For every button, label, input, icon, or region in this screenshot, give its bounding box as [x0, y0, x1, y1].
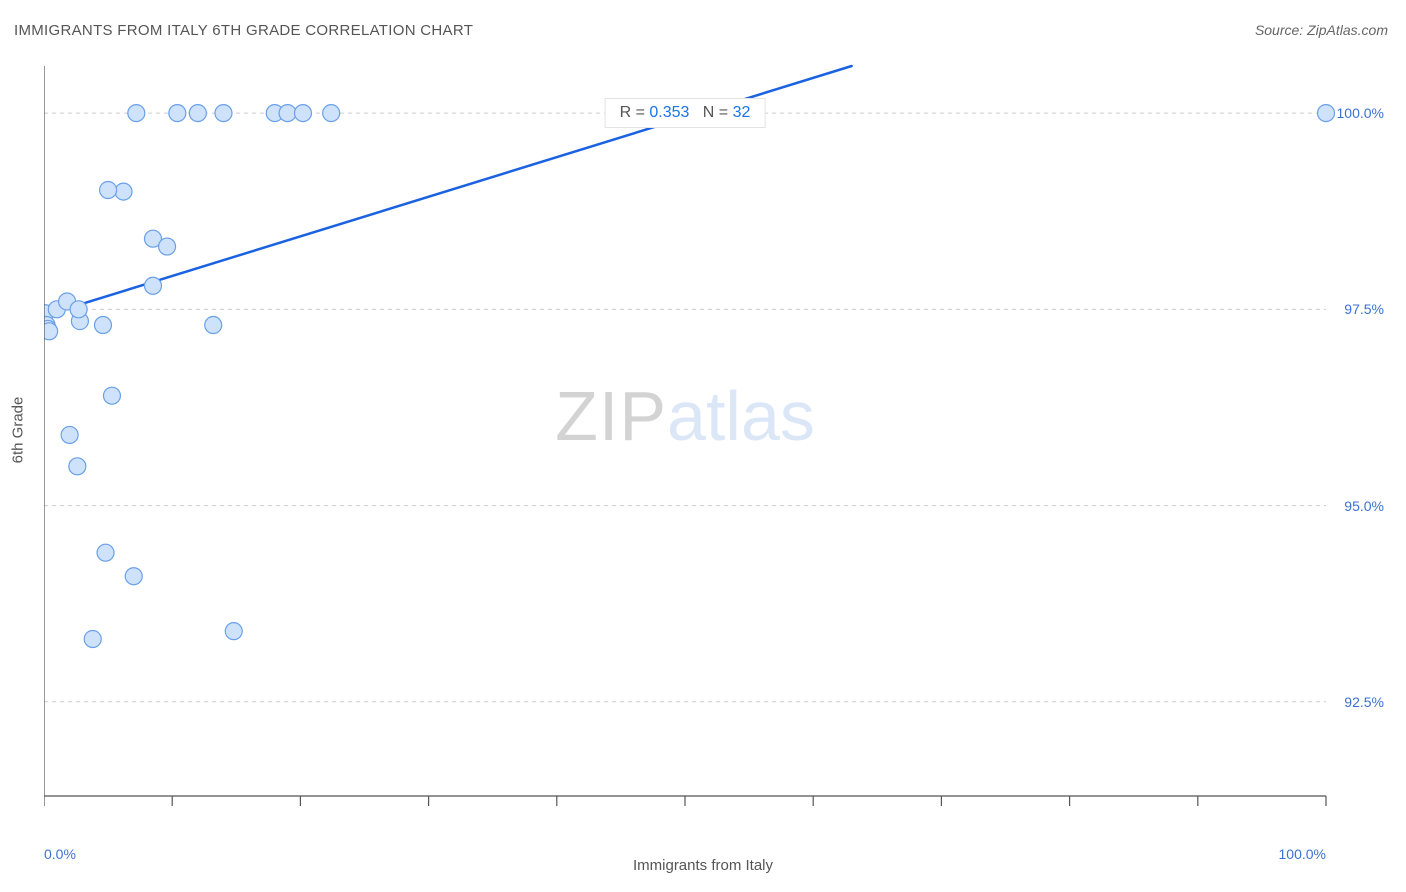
r-label: R =: [620, 104, 650, 121]
n-value: 32: [733, 104, 751, 121]
y-tick-label: 92.5%: [1344, 694, 1384, 710]
y-tick-label: 100.0%: [1337, 105, 1384, 121]
scatter-plot: [44, 50, 1388, 820]
source-label: Source: ZipAtlas.com: [1255, 22, 1388, 38]
n-label: N =: [703, 104, 733, 121]
chart-container: IMMIGRANTS FROM ITALY 6TH GRADE CORRELAT…: [0, 0, 1406, 892]
r-value: 0.353: [649, 104, 689, 121]
y-tick-label: 95.0%: [1344, 498, 1384, 514]
chart-title: IMMIGRANTS FROM ITALY 6TH GRADE CORRELAT…: [14, 22, 473, 39]
x-tick-label: 100.0%: [1279, 846, 1326, 862]
x-tick-label: 0.0%: [44, 846, 76, 862]
x-axis-label: Immigrants from Italy: [633, 857, 773, 874]
y-tick-label: 97.5%: [1344, 301, 1384, 317]
stats-box: R = 0.353 N = 32: [605, 98, 766, 128]
y-axis-label: 6th Grade: [10, 397, 27, 464]
